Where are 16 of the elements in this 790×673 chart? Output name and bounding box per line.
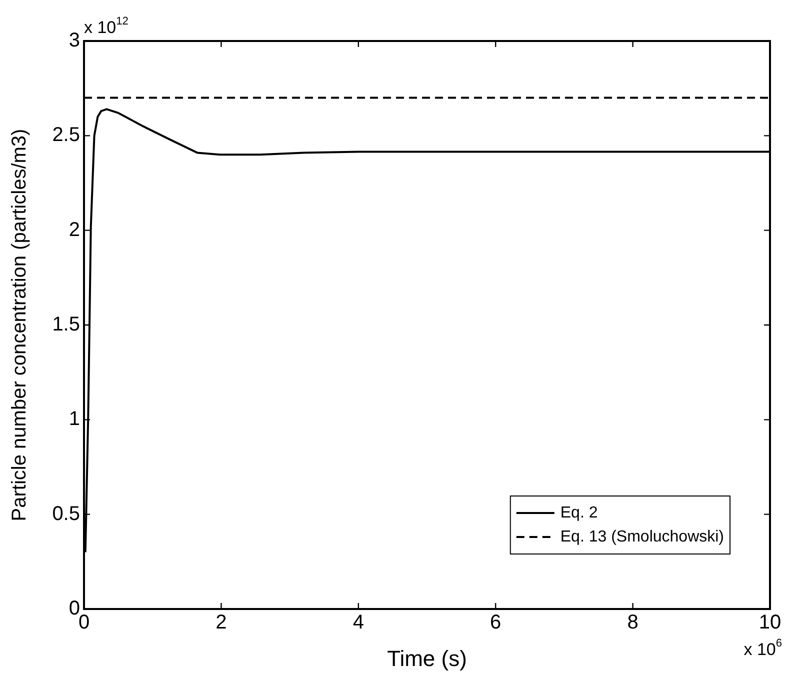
x-tick-label: 10 xyxy=(758,612,782,634)
y-tick-label: 1 xyxy=(68,408,80,430)
x-tick-label: 2 xyxy=(216,612,227,634)
x-tick-label: 8 xyxy=(627,612,638,634)
y-tick-label: 0.5 xyxy=(52,502,80,525)
y-tick-label: 2.5 xyxy=(52,124,80,146)
legend-label: Eq. 2 xyxy=(560,504,598,522)
x-tick-label: 6 xyxy=(490,612,502,634)
legend-label: Eq. 13 (Smoluchowski) xyxy=(560,528,724,546)
x-axis-title: Time (s) xyxy=(387,646,467,671)
y-tick-label: 3 xyxy=(68,30,80,52)
x-tick-label: 4 xyxy=(352,612,364,634)
y-tick-label: 2 xyxy=(68,218,80,241)
y-tick-label: 0 xyxy=(68,598,80,620)
y-tick-label: 1.5 xyxy=(52,314,80,336)
y-axis-title: Particle number concentration (particles/m3) xyxy=(8,128,31,522)
